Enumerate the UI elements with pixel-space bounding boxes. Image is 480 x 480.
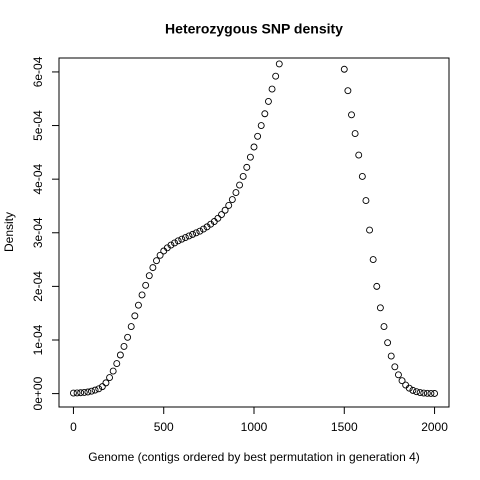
point (257, 122, 265, 129)
point (214, 214, 222, 222)
point (398, 377, 406, 385)
y-tick-label: 3e-04 (31, 217, 45, 248)
point (272, 72, 280, 80)
point (409, 386, 417, 394)
point (102, 379, 110, 387)
y-tick-label: 6e-04 (31, 56, 45, 87)
x-axis-title: Genome (contigs ordered by best permutat… (88, 450, 420, 464)
chart-title: Heterozygous SNP density (165, 21, 343, 37)
point (131, 312, 139, 320)
point (261, 110, 269, 118)
point (73, 389, 81, 397)
point (228, 196, 236, 203)
point (373, 282, 381, 290)
point (250, 143, 258, 151)
point (145, 272, 153, 280)
point (387, 352, 395, 360)
y-tick-label: 4e-04 (31, 163, 45, 194)
point (264, 97, 272, 105)
point (171, 239, 179, 247)
point (405, 384, 413, 392)
point (416, 389, 424, 396)
point (344, 87, 352, 95)
point (80, 388, 88, 396)
point (134, 301, 142, 309)
point (95, 385, 103, 393)
point (196, 227, 204, 235)
point (236, 181, 244, 189)
y-tick-label: 0e+00 (31, 376, 45, 410)
point (109, 367, 117, 375)
point (77, 389, 85, 397)
point (149, 264, 157, 272)
y-axis-title: Density (2, 212, 16, 252)
point (153, 257, 160, 265)
point (431, 390, 439, 397)
point (366, 226, 374, 234)
point (348, 111, 355, 119)
point (239, 173, 247, 180)
point (124, 333, 132, 341)
points (69, 60, 439, 397)
point (98, 383, 106, 391)
point (427, 389, 435, 397)
point (355, 151, 363, 159)
point (394, 371, 402, 379)
point (221, 206, 229, 214)
point (420, 389, 428, 397)
point (275, 60, 283, 68)
point (178, 235, 186, 243)
point (246, 153, 254, 161)
point (232, 189, 240, 197)
x-tick-label: 1500 (331, 420, 358, 434)
point (120, 342, 128, 350)
point (185, 232, 193, 240)
point (181, 234, 189, 242)
point (69, 389, 77, 397)
point (106, 374, 114, 381)
point (218, 211, 225, 218)
point (225, 201, 233, 209)
point (138, 291, 146, 299)
point (243, 163, 251, 171)
point (351, 130, 359, 138)
point (340, 65, 348, 73)
point (127, 323, 135, 331)
y-tick-label: 2e-04 (31, 271, 45, 302)
point (88, 387, 95, 395)
y-tick-label: 1e-04 (31, 324, 45, 355)
point (384, 339, 392, 347)
point (254, 132, 262, 140)
point (174, 237, 182, 245)
x-tick-label: 2000 (421, 420, 448, 434)
point (268, 85, 276, 93)
point (362, 197, 370, 205)
point (192, 229, 200, 237)
point (423, 389, 431, 397)
point (116, 351, 124, 359)
x-tick-label: 0 (70, 420, 77, 434)
point (189, 230, 197, 238)
point (142, 281, 150, 289)
x-tick-label: 500 (154, 420, 174, 434)
point (369, 256, 377, 264)
point (167, 241, 175, 249)
point (156, 251, 164, 259)
point (199, 225, 207, 233)
point (376, 304, 384, 312)
point (84, 388, 92, 396)
point (113, 360, 121, 368)
point (413, 388, 420, 396)
point (380, 323, 388, 331)
point (391, 363, 399, 371)
y-tick-label: 5e-04 (31, 110, 45, 141)
point (91, 386, 99, 394)
x-tick-label: 1000 (241, 420, 268, 434)
point (358, 173, 366, 180)
